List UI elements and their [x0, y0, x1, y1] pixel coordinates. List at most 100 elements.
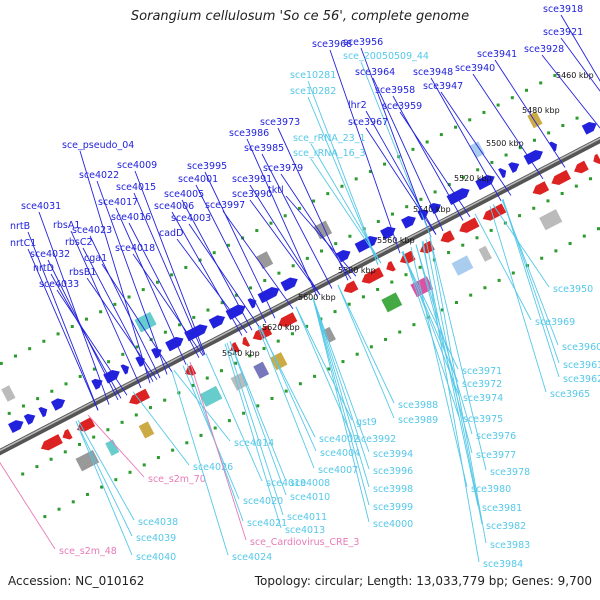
- bottom-gene-label: gst9: [356, 417, 377, 428]
- top-label-leader: [430, 77, 502, 201]
- bottom-gene-label: sce4021: [247, 518, 287, 529]
- forward-gene: [508, 162, 520, 173]
- feature-box: [469, 141, 485, 159]
- bottom-label-leader: [422, 240, 480, 563]
- top-gene-label: sce10281: [290, 70, 336, 81]
- top-gene-label: sce4009: [117, 160, 157, 171]
- bottom-gene-label: sce3999: [373, 502, 413, 513]
- tick-mark: [212, 251, 216, 255]
- tick-mark: [348, 234, 352, 238]
- tick-mark: [99, 310, 103, 314]
- top-label-leader: [132, 253, 204, 356]
- tick-mark: [461, 243, 465, 247]
- tick-mark: [283, 214, 287, 218]
- tick-mark: [532, 206, 536, 210]
- tick-mark: [369, 345, 373, 349]
- bottom-gene-label: sce3961: [563, 360, 600, 371]
- feature-box: [539, 209, 563, 231]
- bottom-label-leader: [312, 297, 370, 453]
- bottom-label-leader: [337, 284, 395, 404]
- top-label-leader: [101, 263, 173, 373]
- bottom-label-leader: [410, 246, 468, 488]
- bottom-label-leader: [312, 297, 370, 523]
- feature-box: [199, 385, 223, 407]
- bottom-label-leader: [429, 237, 487, 544]
- bottom-label-leader: [226, 342, 284, 516]
- top-label-leader: [27, 231, 99, 411]
- tick-mark: [163, 398, 167, 402]
- scale-label: 5520 kbp: [454, 174, 492, 183]
- forward-gene: [549, 141, 557, 152]
- tick-mark: [355, 352, 359, 356]
- tick-mark: [589, 177, 593, 181]
- tick-mark: [178, 323, 182, 327]
- bottom-label-leader: [132, 391, 190, 466]
- tick-mark: [440, 308, 444, 312]
- bottom-gene-label: sce3994: [373, 449, 413, 460]
- top-gene-label: sce3967: [348, 117, 388, 128]
- tick-mark: [28, 347, 32, 351]
- tick-mark: [21, 472, 25, 476]
- reverse-gene: [551, 169, 571, 185]
- forward-gene: [38, 406, 48, 418]
- forward-gene-shape: [508, 162, 520, 173]
- reverse-gene-shape: [551, 169, 571, 185]
- forward-gene-shape: [151, 348, 162, 359]
- top-gene-label: sce3985: [244, 143, 284, 154]
- bottom-label-leader: [77, 420, 135, 521]
- top-gene-label: sce3979: [263, 163, 303, 174]
- bottom-label-leader: [229, 341, 287, 482]
- top-label-leader: [195, 184, 267, 324]
- bottom-gene-label: sce3977: [476, 450, 516, 461]
- tick-mark: [220, 301, 224, 305]
- top-label-leader: [171, 211, 243, 336]
- bottom-gene-label: sce_s2m_48: [59, 546, 117, 557]
- top-label-leader: [96, 180, 168, 375]
- forward-gene: [165, 336, 184, 352]
- top-gene-label: sce3918: [543, 4, 583, 15]
- feature-box-shape: [105, 439, 120, 456]
- top-gene-label: sce4018: [115, 243, 155, 254]
- top-gene-label: sce_20050509_44: [343, 51, 429, 62]
- tick-mark: [71, 500, 75, 504]
- tick-mark: [248, 354, 252, 358]
- reverse-gene-shape: [361, 267, 384, 284]
- bottom-label-leader: [259, 325, 317, 452]
- tick-mark: [234, 361, 238, 365]
- bottom-gene-label: sce3972: [462, 379, 502, 390]
- reverse-gene: [129, 388, 151, 405]
- tick-mark: [532, 138, 536, 142]
- bottom-gene-label: sce3950: [553, 284, 593, 295]
- tick-mark: [155, 280, 159, 284]
- bottom-gene-label: sce4019: [266, 478, 306, 489]
- top-gene-label: sce4017: [98, 197, 138, 208]
- tick-mark: [198, 258, 202, 262]
- tick-mark: [121, 352, 125, 356]
- tick-mark: [540, 256, 544, 260]
- reverse-gene-shape: [77, 417, 96, 432]
- feature-box: [322, 326, 336, 343]
- feature-box: [451, 255, 474, 276]
- tick-mark: [305, 256, 309, 260]
- tick-mark: [219, 369, 223, 373]
- tick-mark: [340, 184, 344, 188]
- bottom-gene-label: sce3978: [490, 467, 530, 478]
- reverse-gene: [593, 153, 600, 165]
- top-gene-label: sce3940: [455, 63, 495, 74]
- bottom-gene-label: sce_Cardiovirus_CRE_3: [250, 537, 359, 548]
- feature-box: [253, 361, 270, 379]
- tick-mark: [475, 236, 479, 240]
- top-gene-label: sce4016: [111, 212, 151, 223]
- tick-mark: [461, 175, 465, 179]
- forward-gene: [581, 122, 597, 135]
- bottom-label-leader: [205, 353, 263, 482]
- bottom-gene-label: sce3988: [398, 400, 438, 411]
- tick-mark: [249, 286, 253, 290]
- reverse-gene-shape: [40, 434, 63, 451]
- reverse-gene-shape: [459, 217, 480, 233]
- reverse-gene: [386, 260, 396, 272]
- top-gene-label: sce_pseudo_04: [62, 140, 134, 151]
- tick-mark: [43, 515, 47, 519]
- top-gene-label: sce3997: [205, 200, 245, 211]
